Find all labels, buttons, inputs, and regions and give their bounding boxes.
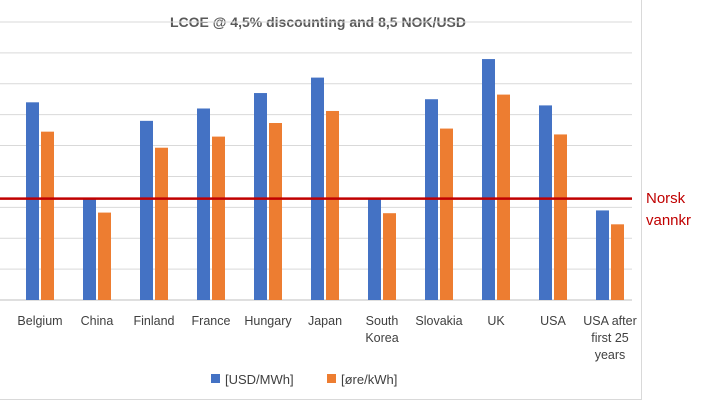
bar-usd-10 bbox=[596, 210, 609, 300]
x-tick-label: China bbox=[81, 314, 114, 328]
bar-usd-3 bbox=[197, 108, 210, 300]
bar-usd-1 bbox=[83, 198, 96, 300]
bar-usd-2 bbox=[140, 120, 153, 300]
x-tick-label: years bbox=[595, 348, 626, 362]
bar-ore-3 bbox=[212, 136, 225, 300]
bar-ore-9 bbox=[554, 134, 567, 300]
legend-swatch bbox=[211, 374, 220, 383]
x-tick-label: Finland bbox=[134, 314, 175, 328]
x-tick-label: USA after bbox=[583, 314, 637, 328]
x-tick-label: UK bbox=[487, 314, 505, 328]
x-tick-label: France bbox=[192, 314, 231, 328]
bar-ore-0 bbox=[41, 131, 54, 300]
bar-ore-1 bbox=[98, 212, 111, 300]
bar-ore-7 bbox=[440, 128, 453, 300]
x-tick-label: first 25 bbox=[591, 331, 629, 345]
legend-label: [USD/MWh] bbox=[225, 372, 294, 387]
x-tick-label: Japan bbox=[308, 314, 342, 328]
bar-usd-4 bbox=[254, 93, 267, 301]
bar-ore-6 bbox=[383, 213, 396, 300]
x-tick-label: Slovakia bbox=[415, 314, 462, 328]
bar-ore-2 bbox=[155, 147, 168, 300]
bar-usd-9 bbox=[539, 105, 552, 301]
x-tick-label: Hungary bbox=[244, 314, 292, 328]
x-tick-label: Belgium bbox=[17, 314, 62, 328]
x-tick-label: South bbox=[366, 314, 399, 328]
x-tick-label: Korea bbox=[365, 331, 398, 345]
bar-usd-0 bbox=[26, 102, 39, 300]
bar-usd-8 bbox=[482, 59, 495, 300]
bar-ore-8 bbox=[497, 94, 510, 300]
reference-line-label: Norsk bbox=[646, 190, 686, 207]
reference-line-label: vannkr bbox=[646, 212, 691, 229]
legend-swatch bbox=[327, 374, 336, 383]
bar-ore-4 bbox=[269, 123, 282, 300]
chart-frame bbox=[0, 0, 642, 400]
bar-ore-10 bbox=[611, 224, 624, 300]
legend-label: [øre/kWh] bbox=[341, 372, 397, 387]
x-tick-label: USA bbox=[540, 314, 566, 328]
bar-usd-6 bbox=[368, 198, 381, 300]
bar-ore-5 bbox=[326, 110, 339, 301]
bar-usd-5 bbox=[311, 77, 324, 300]
